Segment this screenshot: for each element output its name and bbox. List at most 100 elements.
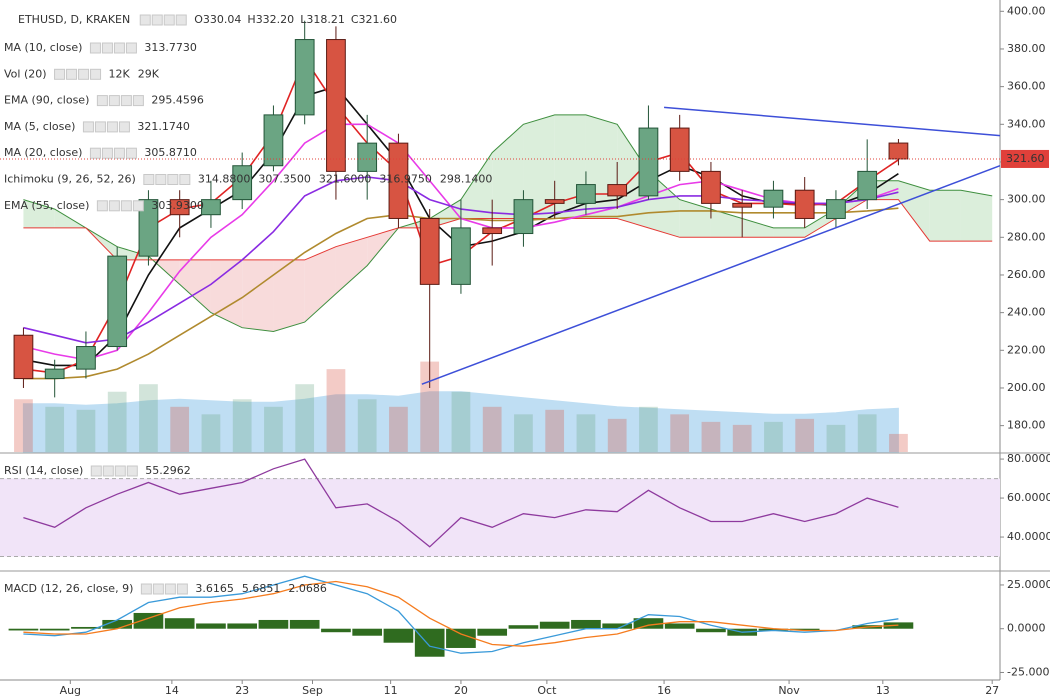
x-tick-label: Aug xyxy=(60,684,81,697)
legend-icon xyxy=(94,121,106,133)
candle-body xyxy=(732,202,753,208)
legend-icon xyxy=(132,95,144,107)
legend-value: 3.6165 xyxy=(195,582,234,595)
macd-histogram-bar xyxy=(477,628,508,636)
candle-body xyxy=(13,334,34,380)
legend-name: EMA (90, close) xyxy=(4,94,89,107)
macd-line xyxy=(23,580,899,647)
volume-bar xyxy=(326,369,346,452)
candle-body xyxy=(794,189,815,219)
candle-body xyxy=(419,217,440,285)
cloud-fill xyxy=(460,152,493,219)
x-tick-label: Nov xyxy=(778,684,800,697)
macd-histogram-bar xyxy=(508,625,539,629)
ohlc-letter: H xyxy=(247,13,255,26)
legend-icon xyxy=(163,14,175,26)
cloud-fill xyxy=(960,190,993,242)
legend-icon xyxy=(108,95,120,107)
candle-body xyxy=(544,199,565,204)
candle-body xyxy=(107,255,128,348)
legend-icon xyxy=(66,68,78,80)
cloud-fill xyxy=(492,124,524,219)
legend-name: Ichimoku (9, 26, 52, 26) xyxy=(4,173,136,186)
candle-body xyxy=(451,227,471,285)
candle-body xyxy=(701,170,721,204)
candle-body xyxy=(326,39,346,172)
y-tick-label: 60.0000 xyxy=(1007,491,1050,504)
y-tick-label: 360.00 xyxy=(1007,80,1046,93)
cloud-fill xyxy=(773,227,805,238)
macd-histogram-bar xyxy=(102,619,133,629)
legend-name: Vol (20) xyxy=(4,67,47,80)
macd-histogram-bar xyxy=(258,619,289,629)
macd-histogram-bar xyxy=(696,628,726,633)
volume-bar xyxy=(170,406,190,452)
volume-bar xyxy=(45,406,65,452)
legend-value: 313.7730 xyxy=(144,41,197,54)
volume-bar xyxy=(795,418,815,452)
ohlc-value: 330.04 xyxy=(203,13,242,26)
legend-name: EMA (55, close) xyxy=(4,199,89,212)
legend-icon xyxy=(125,147,137,159)
y-tick-label: 25.0000 xyxy=(1007,578,1050,591)
legend-name: MA (10, close) xyxy=(4,41,82,54)
volume-bar xyxy=(201,414,221,452)
x-tick-label: Sep xyxy=(302,684,323,697)
volume-bar xyxy=(451,391,471,452)
volume-bar xyxy=(389,406,408,452)
legend-name: RSI (14, close) xyxy=(4,464,83,477)
legend-icon xyxy=(164,583,176,595)
y-tick-label: 40.0000 xyxy=(1007,530,1050,543)
legend-icon xyxy=(101,147,113,159)
volume-bar xyxy=(139,384,158,452)
legend-icon xyxy=(175,14,187,26)
candle-body xyxy=(232,165,253,201)
macd-histogram-bar xyxy=(133,612,164,629)
macd-histogram-bar xyxy=(633,618,664,629)
volume-bar xyxy=(857,414,877,452)
legend-icon xyxy=(78,68,90,80)
candle-body xyxy=(513,199,534,235)
legend-value: 295.4596 xyxy=(151,94,204,107)
legend-value: 29K xyxy=(138,67,160,80)
y-tick-label: 340.00 xyxy=(1007,117,1046,130)
macd-histogram-bar xyxy=(39,628,70,631)
volume-bar xyxy=(545,409,565,452)
legend-icon xyxy=(155,174,167,185)
macd-histogram-bar xyxy=(539,621,570,629)
legend-value: 305.8710 xyxy=(144,146,197,159)
last-price-label: 321.60 xyxy=(1006,152,1045,165)
macd-line xyxy=(23,575,899,654)
legend-icon xyxy=(54,68,66,80)
macd-histogram-bar xyxy=(164,618,195,629)
candle-body xyxy=(44,368,65,380)
legend-value: 307.3500 xyxy=(258,173,311,186)
legend-value: 321.1740 xyxy=(137,120,190,133)
y-tick-label: 200.00 xyxy=(1007,381,1046,394)
x-tick-label: Oct xyxy=(537,684,557,697)
legend-value: 314.8800 xyxy=(198,173,251,186)
macd-histogram-bar xyxy=(883,622,914,629)
x-tick-label: 13 xyxy=(876,684,890,697)
legend-icon xyxy=(143,174,155,185)
y-tick-label: 80.0000 xyxy=(1007,452,1050,465)
chart-title: ETHUSD, D, KRAKEN xyxy=(18,13,130,26)
legend-icon xyxy=(113,42,125,54)
legend-icon xyxy=(151,14,163,26)
candle-body xyxy=(482,227,503,235)
y-tick-label: 240.00 xyxy=(1007,306,1046,319)
volume-bar xyxy=(732,424,752,452)
volume-bar xyxy=(576,414,596,452)
volume-bar xyxy=(607,418,627,452)
legend-icon xyxy=(102,465,114,477)
macd-histogram-bar xyxy=(789,628,820,631)
legend-icon xyxy=(167,174,179,185)
volume-bar xyxy=(670,414,690,452)
candle-body xyxy=(76,346,96,370)
cloud-fill xyxy=(23,199,55,228)
ohlc-value: 321.60 xyxy=(359,13,398,26)
legend-icon xyxy=(125,42,137,54)
legend-value: 55.2962 xyxy=(145,464,191,477)
legend-value: 12K xyxy=(109,67,131,80)
